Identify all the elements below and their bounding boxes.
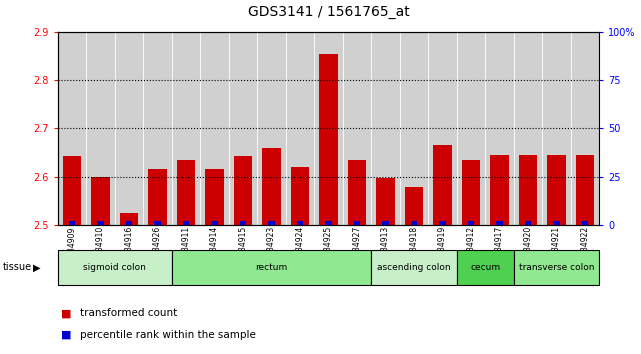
Bar [553,221,560,225]
Bar [439,221,445,225]
Bar [462,160,480,225]
Text: tissue: tissue [3,262,32,272]
Bar [154,221,161,225]
Text: cecum: cecum [470,263,501,272]
Bar [58,250,172,285]
Bar [148,169,167,225]
Bar [212,221,218,225]
Bar [183,221,189,225]
Bar [490,155,509,225]
Text: ▶: ▶ [33,262,41,272]
Bar [582,221,588,225]
Bar [291,167,309,225]
Bar [126,221,132,225]
Bar [433,145,452,225]
Bar [262,148,281,225]
Text: rectum: rectum [255,263,288,272]
Text: ■: ■ [61,308,71,318]
Bar [240,221,246,225]
Bar [411,221,417,225]
Bar [496,221,503,225]
Bar [63,156,81,225]
Bar [457,250,514,285]
Bar [525,221,531,225]
Bar [297,221,303,225]
Bar [69,221,75,225]
Bar [234,156,253,225]
Text: sigmoid colon: sigmoid colon [83,263,146,272]
Bar [514,250,599,285]
Bar [120,213,138,225]
Bar [268,221,275,225]
Text: ascending colon: ascending colon [377,263,451,272]
Bar [371,250,457,285]
Text: GDS3141 / 1561765_at: GDS3141 / 1561765_at [247,5,410,19]
Bar [404,187,423,225]
Bar [519,155,537,225]
Text: transverse colon: transverse colon [519,263,594,272]
Bar [348,160,366,225]
Bar [97,221,104,225]
Text: ■: ■ [61,330,71,339]
Bar [177,160,196,225]
Text: percentile rank within the sample: percentile rank within the sample [80,330,256,339]
Bar [325,221,332,225]
Bar [319,53,338,225]
Bar [547,155,566,225]
Bar [91,177,110,225]
Bar [205,169,224,225]
Bar [172,250,371,285]
Bar [354,221,360,225]
Text: transformed count: transformed count [80,308,178,318]
Bar [576,155,594,225]
Bar [382,221,389,225]
Bar [468,221,474,225]
Bar [376,178,395,225]
